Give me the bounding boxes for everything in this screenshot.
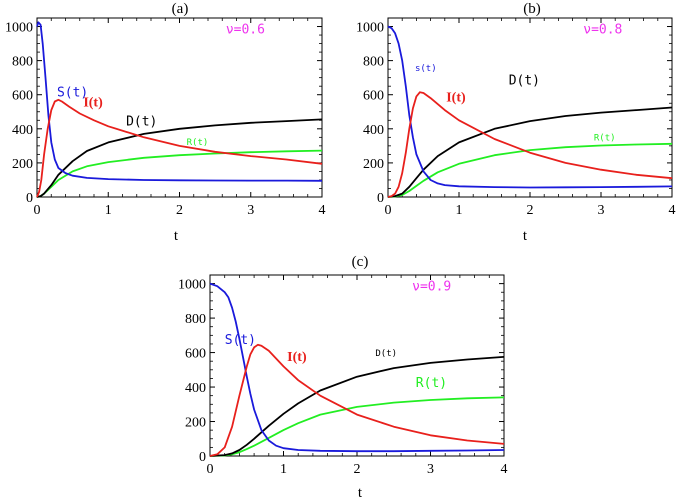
series-label-R: R(t): [187, 138, 209, 148]
series-line-S: [36, 21, 323, 182]
series-label-R: R(t): [416, 376, 447, 391]
x-tick-label: 2: [176, 203, 183, 218]
series-line-D: [36, 118, 323, 198]
series-label-S: S(t): [57, 85, 88, 100]
series-label-I: I(t): [83, 96, 103, 111]
series-label-R: R(t): [594, 134, 616, 144]
panel-title: (c): [352, 254, 369, 270]
series-label-D: D(t): [126, 114, 157, 129]
nu-annotation: ν=0.9: [412, 280, 451, 295]
series-line-R: [36, 149, 323, 198]
plot-frame: [209, 274, 505, 457]
series-line-I: [387, 91, 673, 198]
series-label-S: S(t): [225, 333, 256, 348]
y-tick-label: 1000: [5, 21, 33, 36]
plot-frame: [36, 17, 323, 198]
panel-c: 0 1 2 3 4 0 200 400 600 800 1000 (c) t S(t) I(t) D(t) R(…: [178, 254, 508, 501]
series-label-I: I(t): [446, 91, 466, 106]
series-label-D: D(t): [375, 349, 397, 359]
panel-title: (a): [172, 1, 189, 17]
y-tick-label: 0: [199, 450, 206, 465]
y-tick-label: 400: [185, 381, 206, 396]
panel-a: 0 1 2 3 4 0 200 400 600 800 1000 (a) t S(t)I(t) D(t) R(…: [5, 1, 326, 244]
y-tick-label: 800: [12, 55, 33, 70]
y-tick-label: 200: [185, 416, 206, 431]
series-line-S: [387, 25, 673, 189]
x-tick-label: 0: [385, 203, 392, 218]
x-axis-label: t: [174, 228, 179, 244]
panel-title: (b): [523, 1, 541, 17]
y-tick-label: 200: [12, 157, 33, 172]
x-tick-label: 3: [247, 203, 254, 218]
x-tick-label: 1: [456, 203, 463, 218]
y-tick-label: 1000: [356, 21, 384, 36]
series-line-I: [36, 98, 323, 198]
series-line-R: [387, 142, 673, 198]
x-tick-label: 4: [501, 462, 508, 477]
y-tick-label: 600: [363, 89, 384, 104]
y-tick-label: 600: [12, 89, 33, 104]
series-label-S: s(t): [415, 64, 437, 74]
series-line-I: [209, 343, 505, 457]
series-label-I: I(t): [287, 350, 307, 365]
x-tick-label: 2: [527, 203, 534, 218]
x-axis-label: t: [358, 485, 363, 501]
nu-annotation: ν=0.6: [226, 22, 265, 37]
y-tick-label: 800: [363, 55, 384, 70]
y-tick-label: 800: [185, 312, 206, 327]
y-tick-label: 600: [185, 347, 206, 362]
y-tick-label: 400: [12, 123, 33, 138]
y-tick-label: 0: [377, 191, 384, 206]
x-tick-label: 3: [427, 462, 434, 477]
x-tick-label: 1: [280, 462, 287, 477]
plot-frame: [387, 17, 673, 198]
series-label-D: D(t): [509, 73, 540, 88]
x-tick-label: 2: [354, 462, 361, 477]
y-tick-label: 400: [363, 123, 384, 138]
series-line-D: [387, 106, 673, 198]
series-line-S: [209, 282, 505, 453]
y-tick-label: 1000: [178, 278, 206, 293]
panel-b: 0 1 2 3 4 0 200 400 600 800 1000 (b) t s(t) I(t) D(t) R(…: [356, 1, 676, 244]
x-tick-label: 4: [319, 203, 326, 218]
y-tick-label: 200: [363, 157, 384, 172]
series-line-D: [209, 356, 505, 457]
nu-annotation: ν=0.8: [583, 22, 622, 37]
y-tick-label: 0: [26, 191, 33, 206]
x-tick-label: 0: [207, 462, 214, 477]
x-tick-label: 4: [669, 203, 676, 218]
x-tick-label: 3: [598, 203, 605, 218]
x-tick-label: 0: [34, 203, 41, 218]
x-axis-label: t: [523, 228, 528, 244]
x-tick-label: 1: [105, 203, 112, 218]
series-line-R: [209, 396, 505, 457]
